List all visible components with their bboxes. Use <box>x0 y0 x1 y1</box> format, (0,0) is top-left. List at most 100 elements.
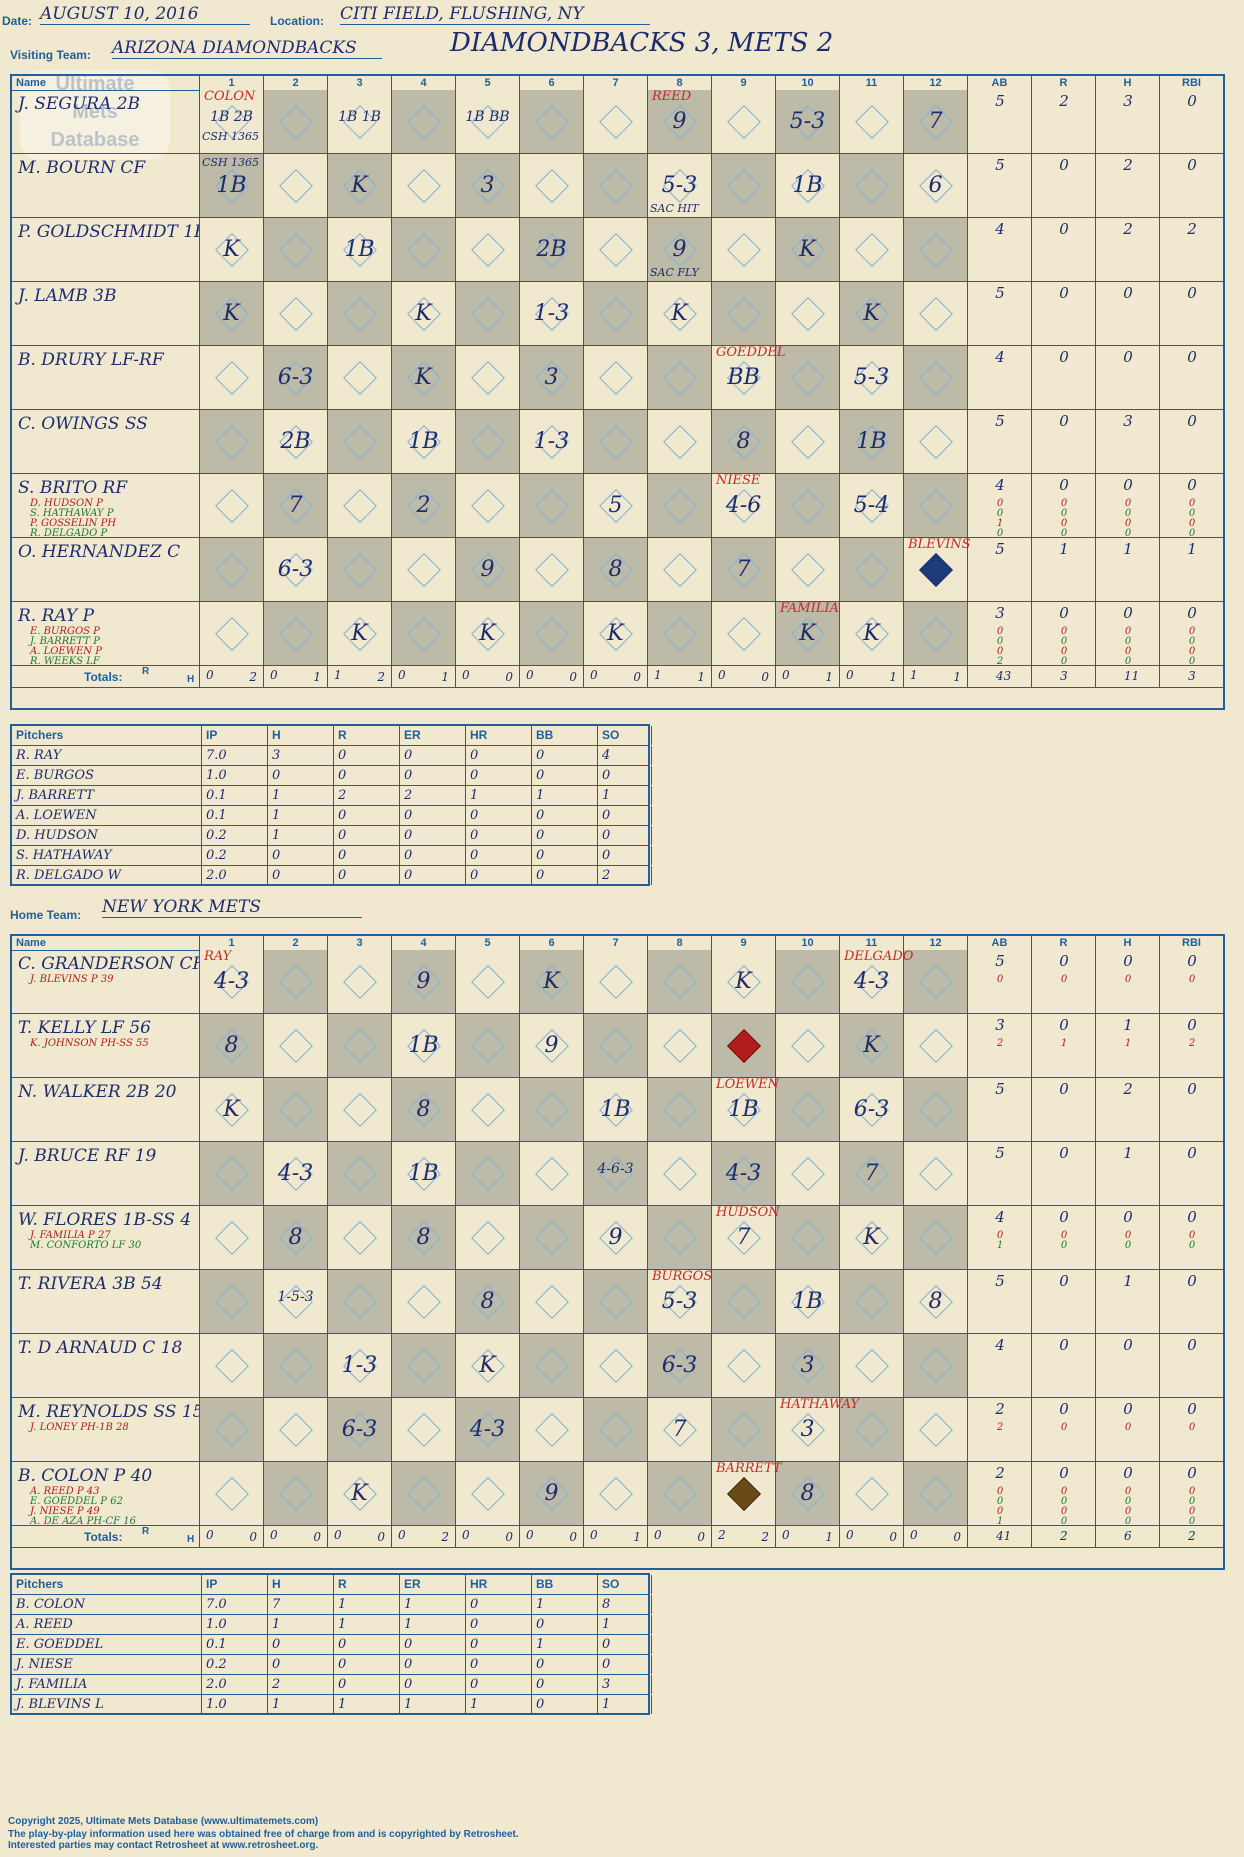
at-bat-cell <box>392 1334 456 1398</box>
pitcher-name: E. GOEDDEL <box>12 1635 202 1654</box>
inning-hits: 1 <box>441 670 449 684</box>
play-result: 1B <box>600 1096 631 1122</box>
at-bat-cell <box>520 474 584 538</box>
at-bat-cell <box>584 218 648 282</box>
stat-value: 0 <box>1187 1208 1197 1226</box>
at-bat-cell <box>328 538 392 602</box>
stat-value: 1 <box>1123 1144 1133 1162</box>
at-bat-cell <box>392 1270 456 1334</box>
at-bat-cell <box>776 1142 840 1206</box>
base-diamond <box>918 424 953 459</box>
player-name: M. REYNOLDS SS 15 <box>18 1402 200 1422</box>
stat-value: 0 <box>1123 952 1133 970</box>
pitcher-stat: 0 <box>466 806 532 825</box>
stat-cell: 0 <box>1032 218 1096 282</box>
play-result: 3 <box>800 1352 815 1378</box>
pitcher-name: S. HATHAWAY <box>12 846 202 865</box>
at-bat-cell <box>456 1014 520 1078</box>
play-result: K <box>863 1224 880 1250</box>
stat-cell: 1 <box>1096 1270 1160 1334</box>
at-bat-cell <box>520 602 584 666</box>
stat-value: 0 <box>1059 1144 1069 1162</box>
play-result: 9 <box>480 556 495 582</box>
base-diamond <box>726 616 761 651</box>
play-result: 6-3 <box>661 1352 698 1378</box>
at-bat-cell: 6-3 <box>264 538 328 602</box>
stat-value: 5 <box>995 1080 1005 1098</box>
at-bat-cell <box>200 1206 264 1270</box>
pitcher-name: B. COLON <box>12 1595 202 1614</box>
sub-stat-value: 0 <box>1124 1240 1132 1251</box>
pitcher-stat: 0 <box>400 746 466 765</box>
base-diamond <box>918 964 953 999</box>
base-diamond <box>726 104 761 139</box>
inning-hits: 1 <box>633 1530 641 1544</box>
substitute-name: S. HATHAWAY P <box>30 508 114 519</box>
pitcher-row: A. REED 1.0 1 1 1 0 0 1 <box>12 1615 652 1635</box>
play-result: 5-4 <box>853 492 890 518</box>
stat-value: 0 <box>1187 1464 1197 1482</box>
pitcher-stat: 0 <box>466 1615 532 1634</box>
at-bat-cell <box>904 474 968 538</box>
inning-hits: 1 <box>825 670 833 684</box>
total-stat-cell: 2 <box>1160 1526 1224 1548</box>
player-name: J. SEGURA 2B <box>18 94 141 114</box>
sub-stat-value: 0 <box>996 636 1004 647</box>
at-bat-cell <box>328 1078 392 1142</box>
visitor-player-row: S. BRITO RF D. HUDSON P S. HATHAWAY P P. GO… <box>12 474 200 538</box>
total-stat-value: 11 <box>1124 669 1140 683</box>
at-bat-cell: 8 <box>392 1078 456 1142</box>
total-stat-value: 41 <box>996 1529 1012 1543</box>
stat-value: 0 <box>1187 92 1197 110</box>
pitcher-row: R. RAY 7.0 3 0 0 0 0 4 <box>12 746 652 766</box>
pitching-change-note: BARRETT <box>716 1461 782 1476</box>
player-name: P. GOLDSCHMIDT 1B <box>18 222 200 242</box>
at-bat-cell <box>584 1398 648 1462</box>
stat-value: 2 <box>995 1464 1005 1482</box>
pitcher-stat: 1.0 <box>202 1615 268 1634</box>
inning-hits: 1 <box>889 670 897 684</box>
at-bat-cell <box>264 1078 328 1142</box>
inning-runs: 1 <box>910 668 918 682</box>
stat-cell: 0 <box>1032 1078 1096 1142</box>
at-bat-cell <box>392 1462 456 1526</box>
pitcher-name: J. NIESE <box>12 1655 202 1674</box>
pitcher-stat: 0 <box>598 826 652 845</box>
play-result: 7 <box>864 1160 879 1186</box>
base-diamond <box>790 424 825 459</box>
play-result: 4-3 <box>213 968 250 994</box>
at-bat-cell <box>712 1014 776 1078</box>
inning-header: 4 <box>392 76 456 90</box>
sub-stat-value: 0 <box>1188 656 1196 666</box>
home-player-row: C. GRANDERSON CF-LF 3J. BLEVINS P 39 <box>12 950 200 1014</box>
sub-stat-value: 0 <box>1188 974 1196 985</box>
pitcher-row: A. LOEWEN 0.1 1 0 0 0 0 0 <box>12 806 652 826</box>
at-bat-cell: K <box>840 602 904 666</box>
at-bat-cell: 4-6-3 <box>584 1142 648 1206</box>
inning-runs: 2 <box>718 1528 726 1542</box>
player-name: W. FLORES 1B-SS 4 <box>18 1210 192 1230</box>
at-bat-cell: 8 <box>776 1462 840 1526</box>
stat-cell: 5 <box>968 154 1032 218</box>
substitute-name: J. FAMILIA P 27 <box>30 1230 111 1241</box>
at-bat-cell: K <box>520 950 584 1014</box>
pitcher-stat: 0 <box>268 766 334 785</box>
at-bat-cell: 4-3 <box>840 950 904 1014</box>
watermark-line: Ultimate <box>55 73 135 95</box>
pitchers-column-header: HR <box>466 726 532 745</box>
home-player-row: J. BRUCE RF 19 <box>12 1142 200 1206</box>
stat-value: 0 <box>1059 1464 1069 1482</box>
inning-header: 2 <box>264 936 328 950</box>
sub-stat-value: 0 <box>1060 1230 1068 1241</box>
at-bat-cell <box>840 1462 904 1526</box>
pitching-change-note: BLEVINS <box>908 537 971 552</box>
pitcher-stat: 1 <box>466 786 532 805</box>
play-result: 8 <box>416 1096 431 1122</box>
inning-runs: 0 <box>846 1528 854 1542</box>
pitcher-stat: 0 <box>532 1615 598 1634</box>
sub-stat-value: 0 <box>1124 1230 1132 1241</box>
at-bat-cell: 3 <box>776 1398 840 1462</box>
at-bat-cell <box>264 602 328 666</box>
